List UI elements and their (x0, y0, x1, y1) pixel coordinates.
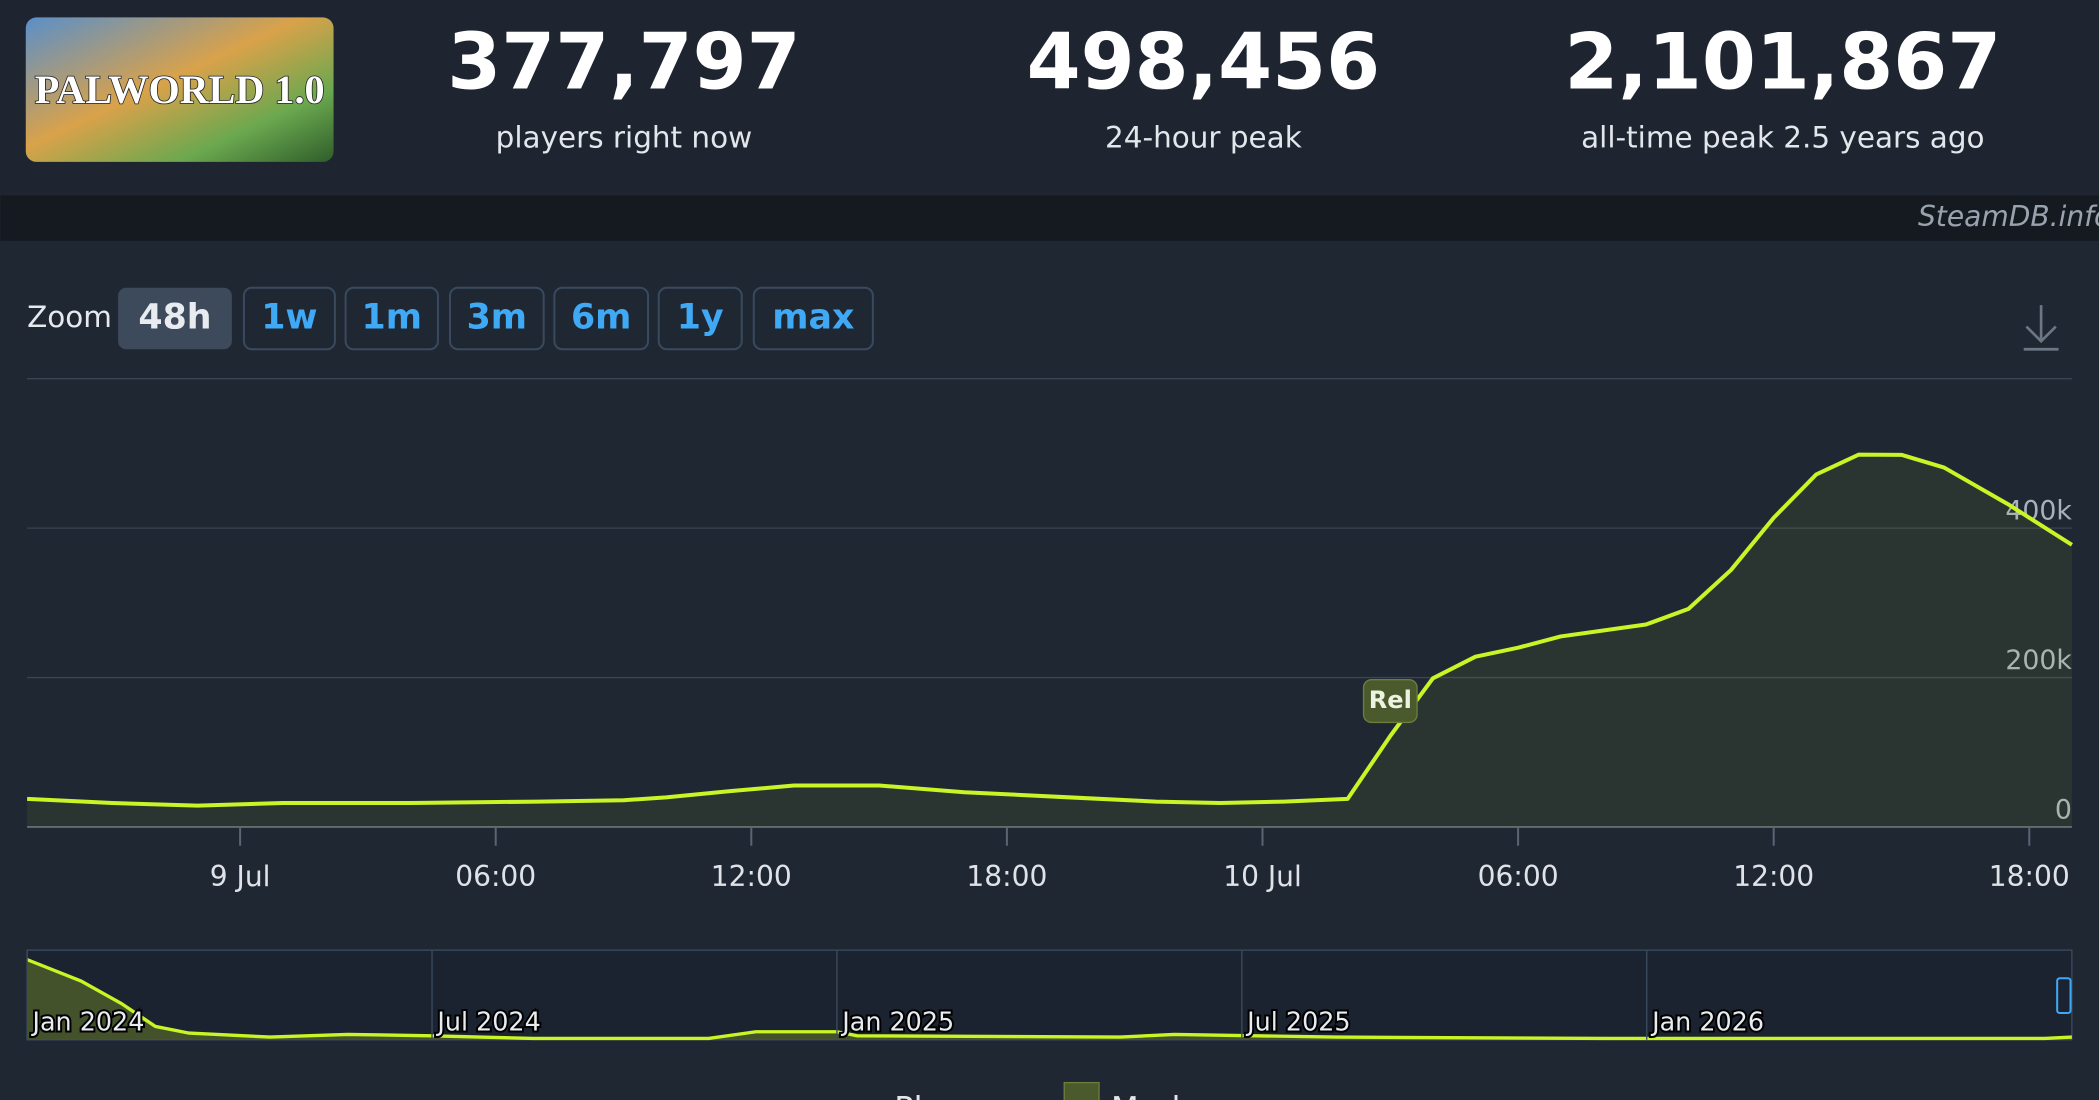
zoom-button-label[interactable]: 6m (571, 297, 631, 337)
navigator-tick-label: Jul 2025 (1245, 1007, 1350, 1037)
annotation-marker[interactable] (1362, 678, 1418, 724)
header-bg (0, 0, 2099, 196)
zoom-button[interactable] (344, 286, 439, 351)
x-tick-label: 9 Jul (210, 860, 271, 893)
zoom-label: Zoom (27, 300, 112, 334)
navigator-line (26, 958, 2072, 1041)
zoom-button-label[interactable]: 1m (362, 297, 422, 337)
download-icon[interactable] (2023, 305, 2059, 351)
game-logo[interactable] (25, 17, 334, 162)
legend-item[interactable]: Players (894, 1090, 1011, 1100)
stat-label: 24-hour peak (1105, 121, 1302, 155)
x-tick-label: 06:00 (455, 860, 536, 893)
zoom-button-label[interactable]: 1y (677, 297, 724, 337)
navigator-frame (26, 949, 2073, 1041)
annotation-label[interactable]: Rel (1369, 686, 1412, 714)
navigator-tick-label: Jan 2025 (840, 1007, 954, 1037)
stat-value: 2,101,867 (1564, 17, 2001, 107)
zoom-button[interactable] (448, 286, 545, 351)
x-tick-label: 12:00 (711, 860, 792, 893)
stat-label: players right now (496, 121, 753, 155)
navigator-tick-label: Jan 2024 (30, 1007, 144, 1037)
game-logo-text: PALWORLD 1.0 (35, 67, 325, 112)
x-tick-label: 18:00 (966, 860, 1047, 893)
navigator-tick-label: Jan 2026 (1650, 1007, 1764, 1037)
x-tick-label: 12:00 (1733, 860, 1814, 893)
zoom-button-label[interactable]: 1w (261, 297, 317, 337)
zoom-button[interactable] (752, 286, 874, 351)
y-tick-label: 200k (2005, 645, 2072, 676)
x-tick-label: 10 Jul (1223, 860, 1302, 893)
zoom-button[interactable] (242, 286, 336, 351)
area-fill (27, 454, 2072, 828)
navigator-handle[interactable] (2056, 977, 2072, 1015)
watermark[interactable]: SteamDB.info (1918, 200, 2099, 233)
legend-item[interactable]: Markers (1111, 1090, 1239, 1100)
zoom-button-label[interactable]: 48h (138, 297, 211, 337)
x-tick-label: 06:00 (1478, 860, 1559, 893)
x-tick-label: 18:00 (1989, 860, 2070, 893)
navigator-tick-label: Jul 2024 (435, 1007, 540, 1037)
stat-value: 498,456 (1027, 17, 1381, 107)
y-tick-label: 0 (2055, 794, 2072, 825)
zoom-button-label[interactable]: max (772, 297, 854, 337)
zoom-button-label[interactable]: 3m (467, 297, 527, 337)
stat-value: 377,797 (447, 17, 801, 107)
legend-swatch (1063, 1081, 1100, 1100)
zoom-button[interactable] (553, 286, 650, 351)
watermark-band (0, 195, 2099, 241)
zoom-button[interactable] (118, 287, 232, 350)
line (27, 452, 2073, 808)
stat-label: all-time peak 2.5 years ago (1581, 121, 1984, 155)
zoom-button[interactable] (657, 286, 743, 351)
